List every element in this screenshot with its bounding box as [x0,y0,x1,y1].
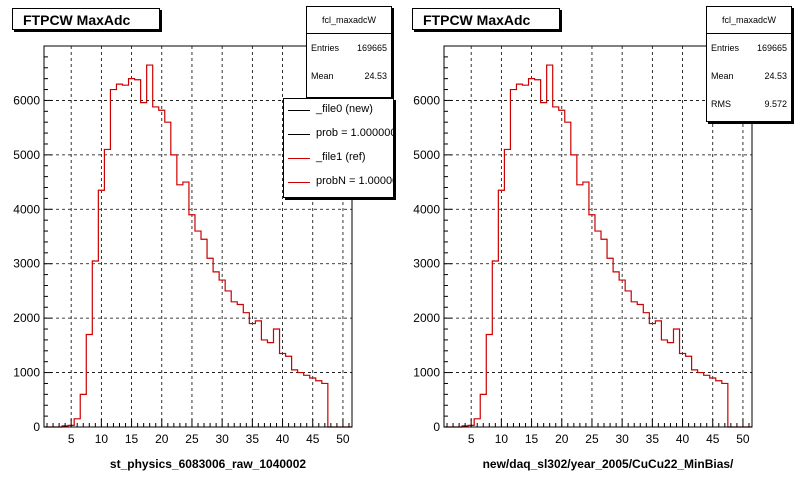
y-tick-label: 4000 [13,202,40,216]
x-axis-label: new/daq_sl302/year_2005/CuCu22_MinBias/ [483,457,734,471]
legend-swatch [288,110,310,111]
right-stats-name: fcl_maxadcW [707,7,791,34]
y-tick-label: 2000 [13,311,40,325]
y-tick-label: 5000 [413,148,440,162]
x-tick-label: 50 [336,432,350,446]
x-tick-label: 40 [276,432,290,446]
legend-entry-probn: probN = 1.000000 [284,172,393,192]
right-chart-title: FTPCW MaxAdc [412,8,560,30]
right-stats-rms: RMS 9.572 [711,99,787,109]
y-tick-label: 1000 [13,366,40,380]
legend-swatch [288,158,310,159]
left-legend: _file0 (new) prob = 1.000000 _file1 (ref… [283,98,394,198]
x-tick-label: 5 [468,432,475,446]
legend-entry-file0: _file0 (new) [284,100,393,120]
y-tick-label: 5000 [13,148,40,162]
y-tick-label: 0 [33,420,40,434]
x-tick-label: 5 [68,432,75,446]
x-tick-label: 15 [525,432,539,446]
x-tick-label: 25 [585,432,599,446]
x-tick-label: 45 [706,432,720,446]
histogram-left: 5 10 15 20 25 30 35 40 45 50 0 1000 2000 3000 4000 5000… [13,45,353,471]
right-stats-box: fcl_maxadcW Entries 169665 Mean 24.53 RM… [706,6,792,122]
y-tick-label: 1000 [413,366,440,380]
y-tick-label: 3000 [413,257,440,271]
x-tick-label: 20 [555,432,569,446]
left-stats-mean: Mean 24.53 [311,71,387,81]
y-tick-label: 6000 [413,93,440,107]
histogram-series [444,64,752,428]
legend-swatch [288,134,310,135]
y-tick-label: 4000 [413,202,440,216]
y-tick-label: 0 [433,420,440,434]
x-tick-label: 35 [646,432,660,446]
left-chart-title: FTPCW MaxAdc [12,8,160,30]
legend-entry-prob: prob = 1.000000 [284,124,393,144]
right-stats-entries: Entries 169665 [711,43,787,53]
x-tick-label: 15 [125,432,139,446]
histogram-series [44,64,352,428]
left-stats-entries: Entries 169665 [311,43,387,53]
right-stats-mean: Mean 24.53 [711,71,787,81]
x-tick-label: 45 [306,432,320,446]
x-tick-label: 10 [495,432,509,446]
y-tick-label: 3000 [13,257,40,271]
x-tick-label: 35 [246,432,260,446]
x-tick-label: 10 [95,432,109,446]
y-tick-label: 2000 [413,311,440,325]
x-tick-label: 30 [615,432,629,446]
x-tick-label: 30 [215,432,229,446]
x-tick-label: 40 [676,432,690,446]
left-stats-name: fcl_maxadcW [307,7,391,34]
left-stats-box: fcl_maxadcW Entries 169665 Mean 24.53 [306,6,392,98]
x-axis-label: st_physics_6083006_raw_1040002 [110,457,306,471]
histogram-right: 5 10 15 20 25 30 35 40 45 50 0 1000 2000 3000 4000 5000… [413,45,753,471]
x-tick-label: 50 [736,432,750,446]
x-tick-label: 20 [155,432,169,446]
y-tick-label: 6000 [13,93,40,107]
legend-entry-file1: _file1 (ref) [284,148,393,168]
x-tick-label: 25 [185,432,199,446]
legend-swatch [288,182,310,183]
